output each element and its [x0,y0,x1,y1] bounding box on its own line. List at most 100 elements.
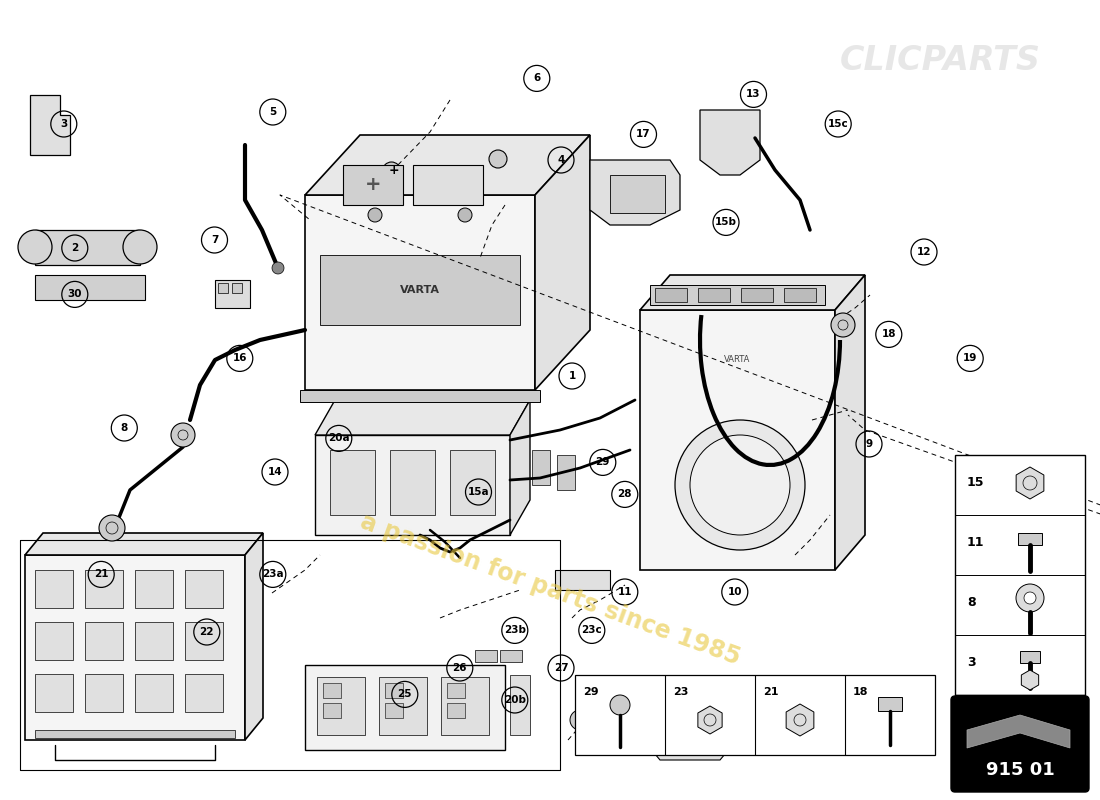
Circle shape [123,230,157,264]
Polygon shape [697,706,722,734]
Bar [330,450,375,515]
Polygon shape [967,715,1070,748]
Circle shape [830,313,855,337]
Text: 11: 11 [967,537,984,550]
Bar [35,674,73,712]
Text: +: + [388,165,399,178]
Bar [532,450,550,485]
Text: 15a: 15a [468,487,490,497]
Bar [379,677,427,735]
Text: 30: 30 [67,290,82,299]
Circle shape [610,695,630,715]
Polygon shape [1016,467,1044,499]
Bar [447,703,465,718]
Bar [878,697,902,711]
Bar [441,677,490,735]
Bar [447,683,465,698]
Text: +: + [365,175,382,194]
Text: 915 01: 915 01 [986,761,1055,779]
Text: 18: 18 [852,687,869,697]
Text: 23a: 23a [262,570,284,579]
Bar [323,683,341,698]
Polygon shape [25,533,263,555]
Text: 21: 21 [94,570,109,579]
Polygon shape [315,400,530,435]
Text: 27: 27 [553,663,569,673]
Bar [650,285,825,305]
Bar [784,288,816,302]
Polygon shape [305,195,535,390]
Circle shape [368,208,382,222]
Circle shape [490,150,507,168]
Circle shape [570,710,590,730]
Text: 23: 23 [673,687,689,697]
Polygon shape [556,570,610,590]
Text: 11: 11 [617,587,632,597]
Bar [214,280,250,308]
Polygon shape [650,748,730,760]
Text: 13: 13 [746,90,761,99]
Text: VARTA: VARTA [724,355,750,365]
Bar [135,622,173,660]
Bar [300,390,540,402]
Text: 18: 18 [881,330,896,339]
Bar [1020,651,1040,663]
Polygon shape [535,135,590,390]
Circle shape [272,262,284,274]
Bar [35,570,73,608]
Bar [955,455,1085,695]
Bar [185,570,223,608]
Text: 8: 8 [967,597,976,610]
Text: 12: 12 [916,247,932,257]
Text: VARTA: VARTA [400,285,440,295]
Text: 14: 14 [267,467,283,477]
Polygon shape [305,135,590,195]
Polygon shape [700,110,760,175]
Text: 10: 10 [727,587,742,597]
Bar [575,675,935,755]
Polygon shape [640,310,835,570]
Bar [610,175,665,213]
Bar [414,165,483,205]
Bar [85,570,123,608]
Polygon shape [30,95,70,155]
Circle shape [99,515,125,541]
Text: 7: 7 [211,235,218,245]
Bar [475,650,497,662]
Polygon shape [35,230,140,265]
Circle shape [675,420,805,550]
Text: 21: 21 [763,687,779,697]
Text: 8: 8 [121,423,128,433]
Bar [654,288,688,302]
Bar [218,283,228,293]
Polygon shape [35,275,145,300]
Polygon shape [786,704,814,736]
Polygon shape [590,160,680,225]
Bar [320,255,520,325]
Text: 22: 22 [199,627,214,637]
Text: 15b: 15b [715,218,737,227]
Bar [85,674,123,712]
FancyBboxPatch shape [952,696,1089,792]
Circle shape [1024,592,1036,604]
Text: 15c: 15c [828,119,848,129]
Circle shape [18,230,52,264]
Bar [385,703,403,718]
Text: 3: 3 [967,657,976,670]
Circle shape [1016,584,1044,612]
Text: 1: 1 [569,371,575,381]
Text: 28: 28 [617,490,632,499]
Polygon shape [835,275,865,570]
Bar [323,703,341,718]
Text: 16: 16 [232,354,248,363]
Text: a passion for parts since 1985: a passion for parts since 1985 [356,510,744,670]
Text: 19: 19 [962,354,978,363]
Polygon shape [1021,670,1038,690]
Text: CLICPARTS: CLICPARTS [839,43,1041,77]
Bar [390,450,435,515]
Text: 20a: 20a [328,434,350,443]
Bar [1018,533,1042,545]
Bar [741,288,773,302]
Polygon shape [25,555,245,740]
Bar [185,674,223,712]
